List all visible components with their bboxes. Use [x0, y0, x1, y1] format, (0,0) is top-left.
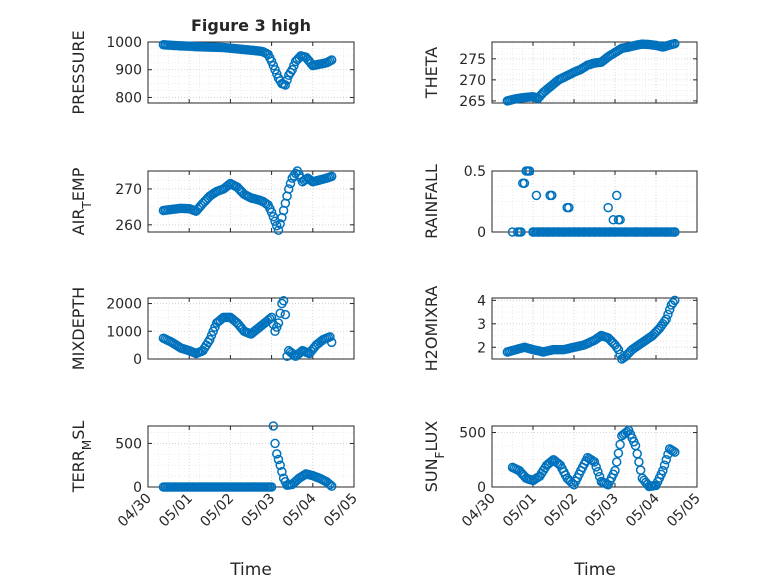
figure-title: Figure 3 high [191, 16, 311, 35]
data-point [613, 344, 624, 355]
data-point [273, 225, 284, 235]
data-point [325, 479, 335, 490]
y-tick-label: 265 [459, 94, 486, 110]
data-point [589, 457, 600, 467]
data-point [516, 227, 526, 237]
y-axis-label: THETA [422, 47, 441, 99]
data-point [593, 467, 603, 477]
y-axis-label: RAINFALL [422, 164, 441, 239]
y-tick-label: 0 [477, 480, 486, 496]
axes-box [491, 425, 698, 488]
subplot-mixdepth: 0 1000 2000 MIXDEPTH [69, 287, 355, 370]
y-tick-label: 275 [459, 52, 486, 68]
y-tick-label: 0 [477, 225, 486, 241]
data-point [275, 460, 285, 470]
data-point [275, 308, 285, 318]
data-point [326, 481, 337, 491]
data-point [275, 219, 285, 229]
data-point [663, 309, 673, 320]
data-point [603, 202, 613, 213]
data-point [658, 465, 668, 476]
axes-box [147, 170, 355, 233]
data-point [282, 75, 292, 85]
y-axis-label: H2OMIXRA [422, 286, 441, 372]
y-axis-label: PRESSURE [69, 30, 88, 114]
data-point [615, 215, 625, 225]
y-tick-label: 270 [115, 182, 142, 198]
data-point [326, 171, 337, 182]
data-point [270, 438, 280, 449]
data-point [591, 462, 601, 472]
data-point [326, 337, 337, 348]
y-tick-label: 270 [459, 73, 486, 89]
data-point [531, 190, 542, 201]
data-point [547, 190, 557, 201]
x-axis-label-right: Time [573, 560, 616, 580]
data-point [296, 347, 306, 357]
axes-box [147, 297, 355, 360]
data-point [273, 454, 284, 465]
data-point [325, 332, 335, 342]
data-point [284, 184, 294, 194]
data-point [659, 460, 670, 470]
data-point [268, 421, 279, 431]
subplot-rainfall: 0 0.5 RAINFALL [422, 164, 698, 241]
data-point [280, 309, 291, 320]
y-tick-label: 4 [477, 293, 486, 309]
y-tick-label: 1000 [106, 35, 142, 51]
data-point [223, 180, 234, 190]
data-point [277, 467, 287, 477]
data-point [611, 457, 622, 467]
data-point [266, 482, 277, 492]
y-axis-label: TERRMSL [69, 421, 94, 494]
data-point [272, 449, 282, 459]
y-tick-label: 2000 [106, 297, 142, 313]
data-point [273, 318, 284, 328]
y-tick-label: 900 [115, 63, 142, 79]
data-point [670, 227, 680, 237]
x-axis-label-left: Time [229, 560, 272, 580]
data-point [519, 178, 530, 188]
y-axis-label: AIRTEMP [69, 167, 94, 235]
data-point [613, 448, 624, 458]
axes-box [147, 41, 355, 104]
y-tick-label: 1000 [106, 324, 142, 340]
y-tick-label: 2 [477, 340, 486, 356]
y-tick-label: 0 [133, 352, 142, 368]
subplot-pressure: 800 900 1000 PRESSURE [69, 30, 355, 115]
subplot-theta: 265 270 275 THETA [422, 38, 698, 110]
data-point [670, 447, 680, 457]
axes-box [491, 41, 698, 104]
y-tick-label: 260 [115, 218, 142, 234]
y-tick-label: 500 [459, 426, 486, 442]
axes-box [491, 297, 698, 360]
data-point [611, 190, 622, 201]
data-point [661, 314, 671, 324]
y-tick-label: 0 [133, 480, 142, 496]
data-point [524, 166, 535, 176]
subplot-h2omixra: 2 3 4 H2OMIXRA [422, 286, 698, 372]
y-axis-label: MIXDEPTH [69, 287, 88, 370]
y-tick-label: 3 [477, 317, 486, 333]
data-point [610, 465, 620, 476]
data-point [668, 446, 678, 456]
data-point [608, 215, 619, 225]
subplot-air-temp: 260 270 AIRTEMP [69, 166, 355, 235]
data-point [326, 55, 337, 65]
data-point [668, 297, 678, 308]
y-tick-label: 0.5 [464, 164, 486, 180]
data-point [278, 296, 289, 306]
data-point [280, 80, 291, 90]
y-tick-label: 800 [115, 90, 142, 106]
data-point [661, 455, 671, 465]
data-point [564, 202, 574, 213]
data-point [266, 207, 277, 218]
data-point [670, 295, 680, 306]
y-axis-label: SUNFLUX [422, 421, 447, 493]
y-tick-label: 500 [115, 436, 142, 452]
data-point [615, 439, 625, 450]
data-point [670, 38, 680, 49]
data-point [285, 178, 296, 189]
